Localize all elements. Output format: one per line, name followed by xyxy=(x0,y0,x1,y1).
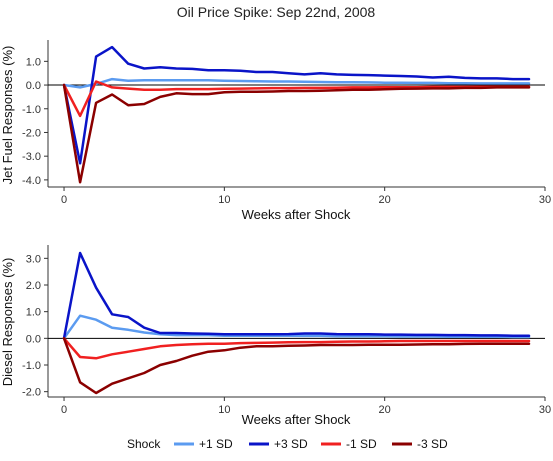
diesel-series-plus3-sd xyxy=(62,251,531,340)
diesel-x-tick-label: 30 xyxy=(539,404,551,416)
legend-label-minus3-sd: -3 SD xyxy=(417,437,448,451)
diesel-y-tick-label: 3.0 xyxy=(26,253,41,265)
jet-fuel-x-tick-label: 0 xyxy=(61,194,67,206)
legend-title: Shock xyxy=(127,437,161,451)
jet-fuel-y-axis-title: Jet Fuel Responses (%) xyxy=(0,46,15,185)
diesel-y-tick-label: 0.0 xyxy=(26,333,41,345)
diesel-x-tick-label: 20 xyxy=(379,404,391,416)
diesel-y-tick-label: -1.0 xyxy=(22,360,41,372)
diesel-series-minus3-sd xyxy=(62,337,531,395)
jet-fuel-x-axis-title: Weeks after Shock xyxy=(242,207,351,222)
diesel-y-tick-label: 2.0 xyxy=(26,280,41,292)
jet-fuel-series-minus3-sd xyxy=(62,83,531,184)
jet-fuel-x-tick-label: 20 xyxy=(379,194,391,206)
diesel-x-tick-label: 10 xyxy=(218,404,230,416)
jet-fuel-x-tick-label: 10 xyxy=(218,194,230,206)
diesel-y-axis-title: Diesel Responses (%) xyxy=(0,258,15,387)
legend-label-plus1-sd: +1 SD xyxy=(199,437,233,451)
jet-fuel-y-tick-label: -2.0 xyxy=(22,127,41,139)
jet-fuel-y-tick-label: 0.0 xyxy=(26,80,41,92)
diesel-series-plus1-sd xyxy=(62,314,531,340)
jet-fuel-series-plus1-sd xyxy=(62,77,531,89)
diesel-x-axis-title: Weeks after Shock xyxy=(242,412,351,427)
jet-fuel-series-minus1-sd xyxy=(62,80,531,118)
jet-fuel-y-tick-label: -4.0 xyxy=(22,175,41,187)
diesel-panel: Diesel Responses (%) Weeks after Shock -… xyxy=(0,245,551,427)
legend-label-plus3-sd: +3 SD xyxy=(274,437,308,451)
jet-fuel-x-tick-label: 30 xyxy=(539,194,551,206)
diesel-y-tick-label: 1.0 xyxy=(26,307,41,319)
jet-fuel-y-tick-label: -1.0 xyxy=(22,104,41,116)
diesel-x-tick-label: 0 xyxy=(61,404,67,416)
jet-fuel-series-plus3-sd xyxy=(62,45,531,165)
jet-fuel-y-tick-label: -3.0 xyxy=(22,151,41,163)
jet-fuel-y-tick-label: 1.0 xyxy=(26,56,41,68)
legend-label-minus1-sd: -1 SD xyxy=(346,437,377,451)
diesel-y-tick-label: -2.0 xyxy=(22,387,41,399)
legend: Shock +1 SD +3 SD -1 SD -3 SD xyxy=(127,437,448,451)
chart-title: Oil Price Spike: Sep 22nd, 2008 xyxy=(177,4,376,20)
diesel-series-minus1-sd xyxy=(62,337,531,360)
jet-fuel-panel: Jet Fuel Responses (%) Weeks after Shock… xyxy=(0,40,551,222)
